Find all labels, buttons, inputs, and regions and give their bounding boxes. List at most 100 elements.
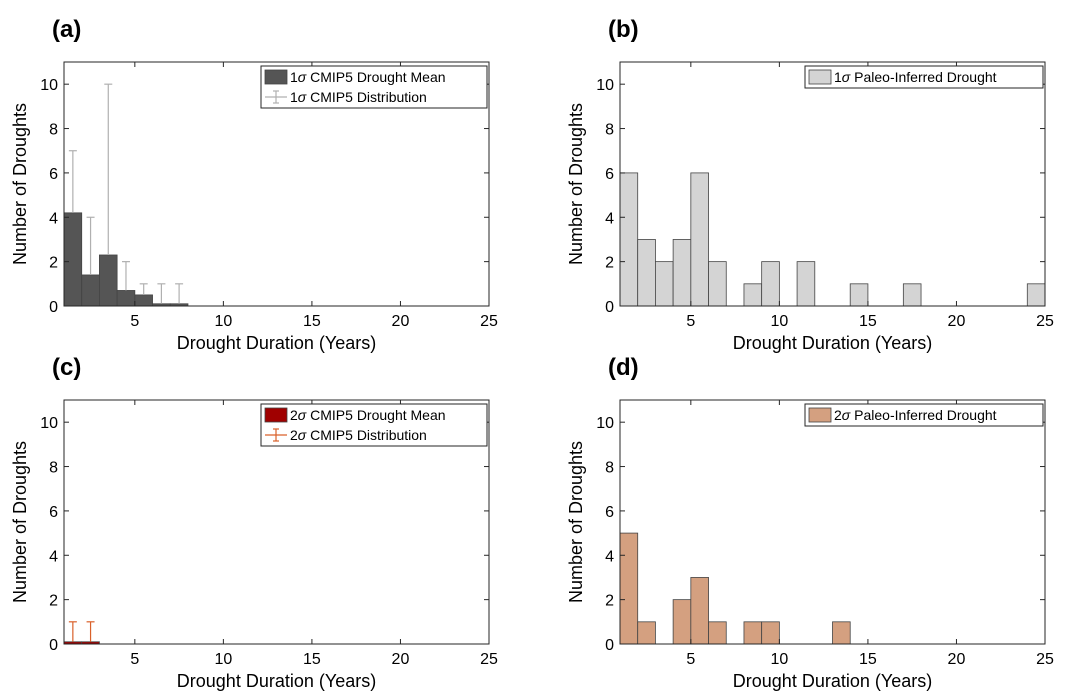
y-axis-label: Number of Droughts [10,441,30,603]
legend-swatch [264,407,288,423]
bar [672,239,692,307]
y-tick-label: 10 [596,77,614,94]
legend-label: 1σ CMIP5 Drought Mean [290,69,446,85]
bar [708,261,727,307]
y-tick-label: 2 [49,255,58,272]
x-axis-label: Drought Duration (Years) [177,333,376,353]
bar [619,532,639,645]
y-tick-label: 8 [605,122,614,139]
x-tick-label: 20 [392,651,410,668]
panel-1: (a) 0 2 4 6 8 10 5 10 15 20 25 Drought Duration (Yea… [10,16,498,353]
y-tick-label: 2 [49,593,58,610]
x-tick-label: 5 [130,313,139,330]
axes-frame [619,61,1046,307]
y-tick-label: 10 [40,415,58,432]
bar [761,261,780,307]
panel-letter: (d) [608,354,639,381]
x-tick-label: 10 [214,651,232,668]
bar [902,283,922,307]
bar [743,283,763,307]
x-tick-label: 5 [686,651,695,668]
x-axis-label: Drought Duration (Years) [733,333,932,353]
y-tick-label: 8 [605,460,614,477]
x-tick-label: 15 [303,651,321,668]
panel-letter: (c) [52,354,81,381]
legend-box [804,65,1044,89]
bar [849,283,869,307]
x-tick-label: 10 [770,651,788,668]
x-axis-label: Drought Duration (Years) [733,671,932,691]
legend-swatch [264,69,288,85]
panel-letter: (b) [608,16,639,43]
y-axis-label: Number of Droughts [10,103,30,265]
y-tick-label: 0 [605,637,614,654]
y-tick-label: 6 [605,504,614,521]
bar [99,254,118,307]
y-tick-label: 4 [49,210,58,227]
x-tick-label: 25 [1036,651,1054,668]
y-tick-label: 6 [605,166,614,183]
bar [690,172,709,307]
legend-label: 1σ Paleo-Inferred Drought [834,69,997,85]
bar [690,577,709,645]
y-tick-label: 8 [49,122,58,139]
bar [655,261,674,307]
bar [637,621,656,645]
panel-letter: (a) [52,16,81,43]
y-tick-label: 8 [49,460,58,477]
x-axis-label: Drought Duration (Years) [177,671,376,691]
x-tick-label: 25 [480,651,498,668]
legend: 2σ Paleo-Inferred Drought [804,403,1044,427]
bar [672,599,692,645]
y-tick-label: 4 [605,210,614,227]
legend-box [260,403,488,447]
bar [832,621,851,645]
bar [116,290,136,307]
y-tick-label: 4 [49,548,58,565]
y-tick-label: 10 [596,415,614,432]
y-axis-label: Number of Droughts [566,103,586,265]
y-tick-label: 0 [49,637,58,654]
legend-swatch [808,407,832,423]
bar [637,239,656,307]
x-tick-label: 5 [686,313,695,330]
legend: 2σ CMIP5 Drought Mean 2σ CMIP5 Distributi… [260,403,488,447]
panel-3: (c) 0 2 4 6 8 10 5 10 15 20 25 Drought Duration (Yea… [10,354,498,691]
y-tick-label: 10 [40,77,58,94]
bar [81,274,100,307]
axes-frame [63,399,490,645]
legend-label: 1σ CMIP5 Distribution [290,89,427,105]
x-tick-label: 15 [859,651,877,668]
bar [1026,283,1046,307]
y-tick-label: 2 [605,255,614,272]
panel-2: (b) 0 2 4 6 8 10 5 10 15 20 25 Drought Duration (Yea… [566,16,1054,353]
y-axis-label: Number of Droughts [566,441,586,603]
bar [708,621,727,645]
bar [619,172,639,307]
y-tick-label: 4 [605,548,614,565]
x-tick-label: 5 [130,651,139,668]
legend: 1σ Paleo-Inferred Drought [804,65,1044,89]
legend: 1σ CMIP5 Drought Mean 1σ CMIP5 Distributi… [260,65,488,109]
bar [761,621,780,645]
x-tick-label: 25 [1036,313,1054,330]
bar [743,621,763,645]
y-tick-label: 6 [49,166,58,183]
y-tick-label: 0 [605,299,614,316]
y-tick-label: 6 [49,504,58,521]
legend-box [804,403,1044,427]
bar [63,212,83,307]
x-tick-label: 20 [948,651,966,668]
legend-swatch [808,69,832,85]
bar [796,261,816,307]
legend-box [260,65,488,109]
x-tick-label: 15 [303,313,321,330]
x-tick-label: 20 [392,313,410,330]
y-tick-label: 2 [605,593,614,610]
legend-label: 2σ CMIP5 Distribution [290,427,427,443]
x-tick-label: 15 [859,313,877,330]
x-tick-label: 25 [480,313,498,330]
axes-frame [619,399,1046,645]
panel-4: (d) 0 2 4 6 8 10 5 10 15 20 25 Drought Duration (Yea… [566,354,1054,691]
